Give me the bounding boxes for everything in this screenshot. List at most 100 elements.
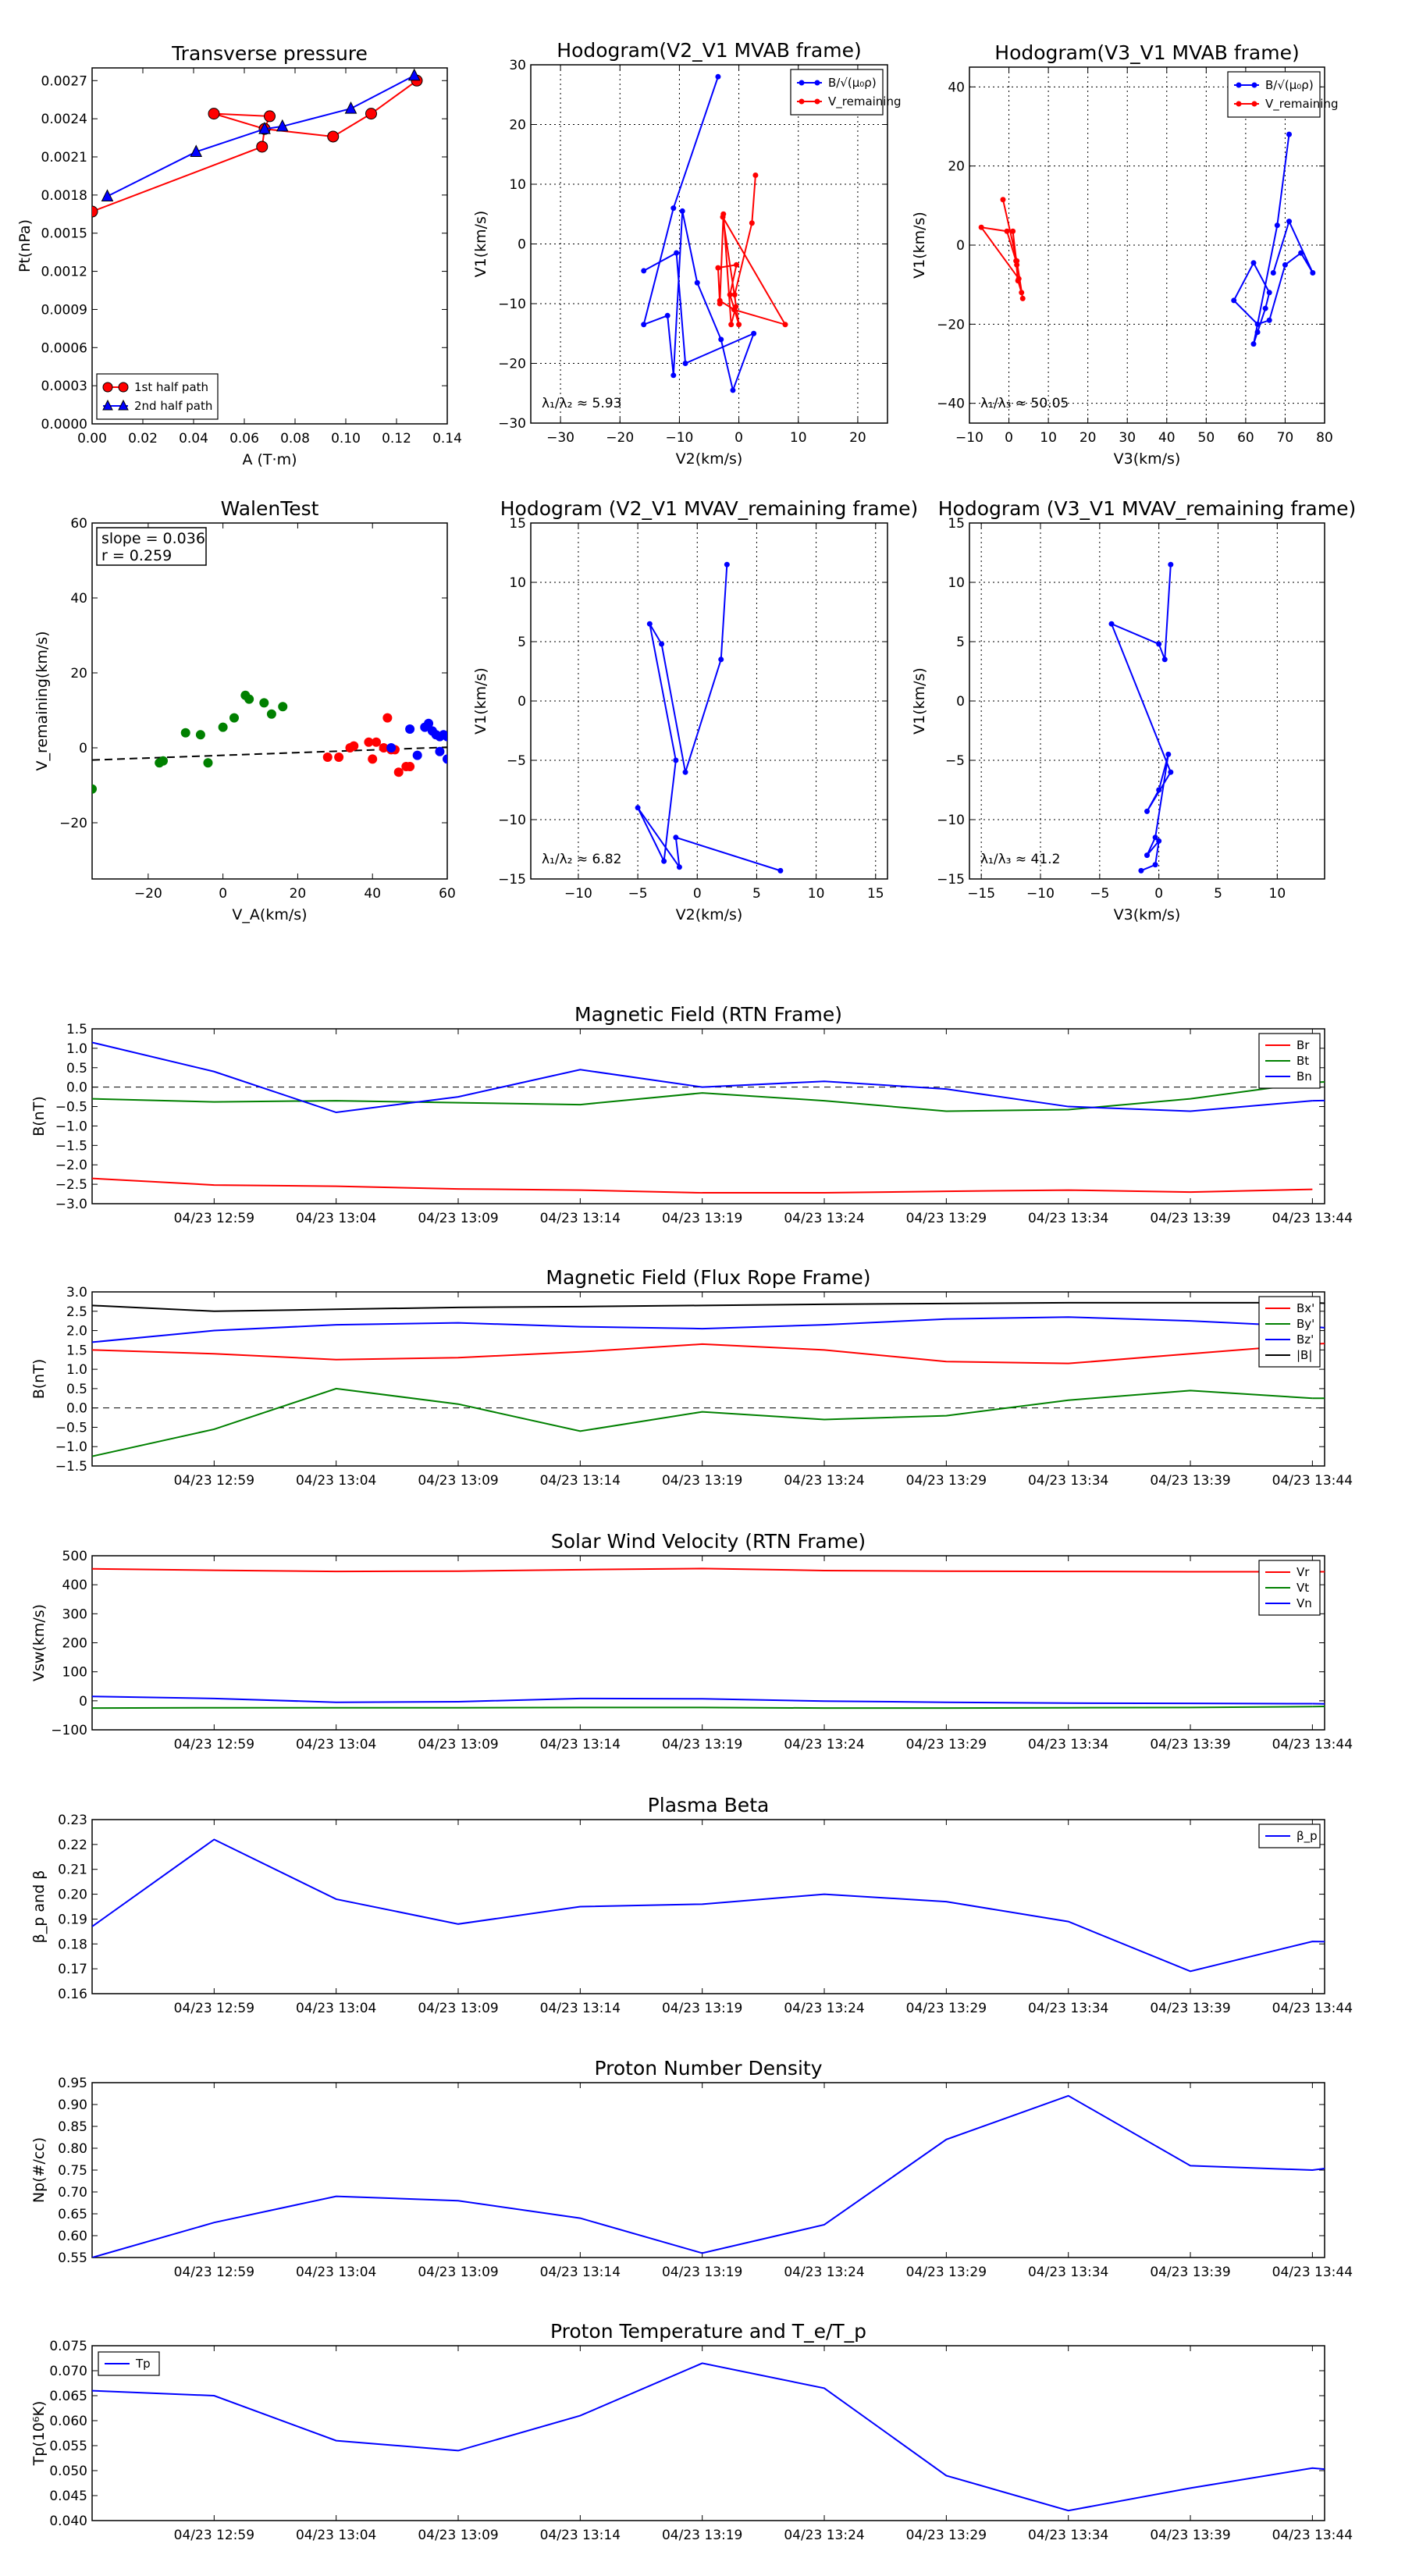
plot-area [978,131,1316,347]
y-tick-label: 0.19 [58,1912,87,1927]
series-b--point [715,73,721,80]
plot-frame [91,1819,1325,1994]
x-tick-label: 04/23 12:59 [174,1473,254,1489]
series-0-point [195,730,205,740]
y-tick-label: −20 [59,816,87,831]
x-tick-label: 60 [439,886,456,902]
series-0-point [1152,862,1158,868]
series-v-remaining-point [1019,290,1025,296]
series-1st-half-path-point [327,130,340,143]
plot-area [641,73,788,393]
x-tick-label: 04/23 12:59 [174,2265,254,2280]
y-tick-label: 0.0 [66,1080,87,1096]
y-tick-label: 0.0027 [41,73,87,89]
x-tick-label: 04/23 13:34 [1028,2265,1108,2280]
series-2-point [412,750,422,760]
x-tick-label: 0.00 [77,431,107,447]
plot-area [1108,561,1174,873]
series-0-point [266,709,276,719]
series-0-point [1161,656,1168,663]
y-tick-label: 0.060 [49,2414,87,2429]
series-2nd-half-path-point [344,101,357,114]
series-b--point [1262,305,1268,311]
chart-7: −1.5 −1.0 −0.5 0.0 0.5 1.0 1.5 2.0 2.5 3.0 04/23 1… [30,1266,1353,1489]
series--p-line [92,1838,1325,1973]
y-tick-label: 5 [518,635,526,650]
x-tick-label: 0 [1154,886,1163,902]
series-2nd-half-path-point [407,68,421,81]
series-v-remaining-point [736,322,742,328]
x-axis-label: V2(km/s) [676,450,743,468]
y-tick-label: 20 [948,159,965,175]
x-tick-label: 04/23 13:29 [906,2528,987,2543]
y-tick-label: 0.18 [58,1937,87,1952]
series-b--point [1266,317,1272,323]
series-1st-half-path-point [92,205,98,218]
x-tick-label: 04/23 13:04 [296,1211,376,1226]
chart-9: 0.16 0.17 0.18 0.19 0.20 0.21 0.22 0.23 04/23 12… [30,1794,1353,2016]
y-axis-label: V1(km/s) [472,211,489,278]
legend-bn-label: Bn [1297,1069,1312,1083]
x-tick-label: 5 [1214,886,1222,902]
x-tick-label: 0 [219,886,227,902]
chart-10: 0.55 0.60 0.65 0.70 0.75 0.80 0.85 0.90 0.95 04/2… [30,2057,1353,2280]
y-tick-label: 0.075 [49,2339,87,2354]
series-0-point [92,784,97,794]
x-tick-label: 04/23 13:09 [418,2528,498,2543]
y-tick-label: 0.0006 [41,340,87,356]
eigenvalue-ratio-label: λ₁/λ₃ ≈ 50.05 [980,396,1069,411]
y-tick-label: −15 [937,872,965,888]
series-v-remaining-point [727,292,733,298]
x-tick-label: 0.14 [432,431,462,447]
x-tick-label: 0.04 [179,431,208,447]
legend-b--marker [1236,82,1242,88]
y-tick-label: 400 [62,1578,87,1593]
y-tick-label: −10 [498,297,526,312]
series-b--point [670,372,677,379]
plot-frame [91,1028,1325,1204]
plot-area [92,68,423,218]
series-v-remaining-point [978,224,984,230]
x-tick-label: 04/23 12:59 [174,2528,254,2543]
x-tick-label: 04/23 13:29 [906,1737,987,1752]
y-tick-label: 0 [518,694,526,710]
y-tick-label: 0.17 [58,1962,87,1977]
plot-area [92,1301,1325,1457]
series-2-point [424,718,434,728]
y-tick-label: 0 [79,741,87,756]
y-tick-label: −1.0 [55,1439,87,1455]
x-axis-label: A (T·m) [242,451,297,468]
series-2nd-half-path-point [101,189,114,201]
chart-title: Solar Wind Velocity (RTN Frame) [551,1530,866,1553]
x-tick-label: 04/23 13:34 [1028,1473,1108,1489]
x-tick-label: 04/23 13:14 [540,2528,621,2543]
x-tick-label: 04/23 13:24 [784,2265,864,2280]
y-tick-label: 3.0 [66,1285,87,1300]
y-tick-label: 0.0003 [41,379,87,394]
series-0-point [659,641,665,647]
y-tick-label: 0.70 [58,2185,87,2201]
series-b--point [1310,269,1316,276]
x-tick-label: 04/23 13:44 [1272,1473,1353,1489]
y-tick-label: 30 [509,58,526,73]
y-tick-label: 0 [79,1694,87,1710]
series-v-remaining-point [1010,228,1016,234]
y-tick-label: 0.65 [58,2207,87,2222]
series-2nd-half-path-line [107,74,415,197]
x-tick-label: 04/23 13:04 [296,2265,376,2280]
chart-1: −30 −20 −10 0 10 20 30 −30 −20 −10 0 10 20 Hodogram(V… [472,39,902,468]
plot-area [92,2094,1325,2258]
series-b--point [1250,260,1257,266]
x-tick-label: 04/23 13:19 [662,2001,742,2016]
series-0-point [1156,838,1162,844]
legend-1st-half-path-marker [118,382,129,393]
series-2-point [443,731,447,742]
y-tick-label: 10 [948,575,965,591]
y-tick-label: 0.0021 [41,150,87,165]
y-tick-label: 10 [509,575,526,591]
series-1-point [349,741,359,751]
y-tick-label: 0 [956,694,965,710]
series-b--point [751,330,757,336]
series-0-point [180,728,190,738]
